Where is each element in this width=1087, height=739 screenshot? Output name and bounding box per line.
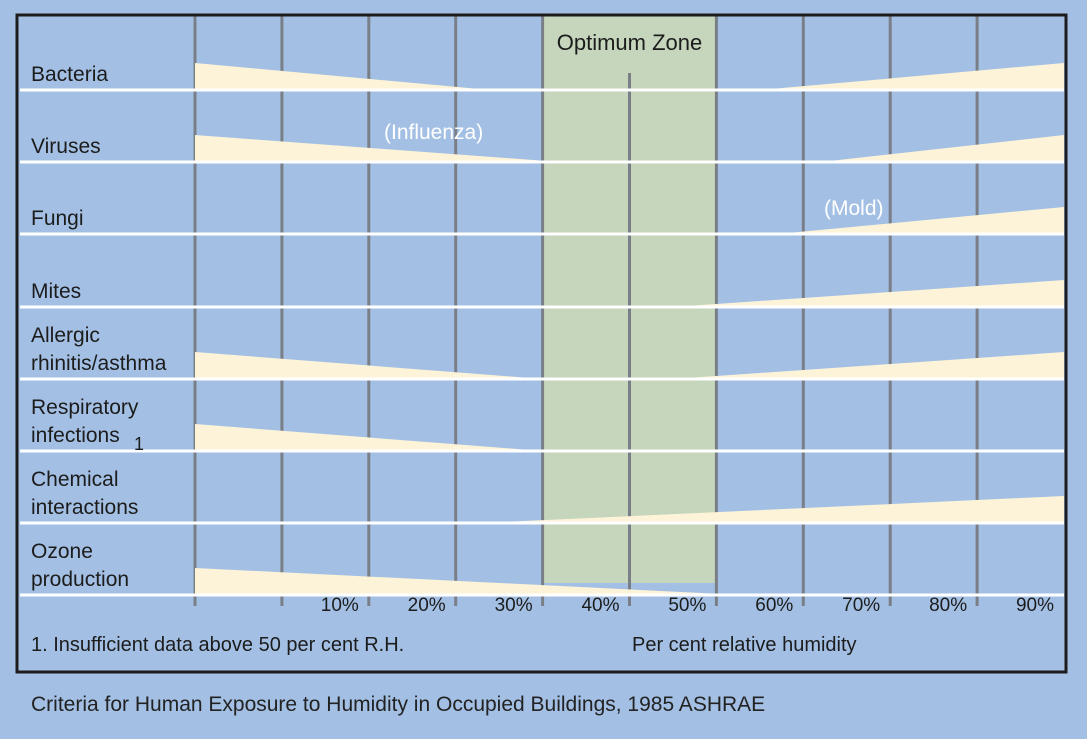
row-label-5-line2: rhinitis/asthma [31, 352, 167, 375]
tick-label-8: 80% [929, 595, 967, 616]
wedge-row2-seg1 [195, 135, 560, 162]
tick-label-7: 70% [842, 595, 880, 616]
row-label-1-line1: Bacteria [31, 63, 108, 86]
tick-label-3: 30% [495, 595, 533, 616]
row-label-4-line1: Mites [31, 280, 81, 303]
wedge-row6-seg1 [195, 424, 543, 451]
row-label-7-line1: Chemical [31, 468, 119, 491]
wedge-row7-seg1 [481, 496, 1064, 523]
row-label-8-line2: production [31, 568, 129, 591]
figure-caption: Criteria for Human Exposure to Humidity … [31, 693, 766, 716]
wedge-row1-seg1 [195, 63, 491, 90]
optimum-zone-label: Optimum Zone [557, 30, 703, 55]
row-label-6-line1: Respiratory [31, 396, 139, 419]
wedge-row5-seg1 [195, 352, 543, 379]
row-label-superscript: 1 [134, 434, 144, 454]
annotation-mold: (Mold) [824, 197, 884, 220]
row-label-7-line2: interactions [31, 496, 138, 519]
row-label-3-line1: Fungi [31, 207, 84, 230]
row-label-6-line2: infections [31, 424, 120, 447]
footnote: 1. Insufficient data above 50 per cent R… [31, 634, 404, 656]
wedge-row4-seg1 [672, 280, 1064, 307]
row-label-2-line1: Viruses [31, 135, 101, 158]
wedge-row5-seg2 [672, 352, 1064, 379]
tick-label-4: 40% [581, 595, 619, 616]
tick-label-5: 50% [668, 595, 706, 616]
wedge-row2-seg2 [820, 135, 1064, 162]
row-label-5-line1: Allergic [31, 324, 100, 347]
wedge-row8-seg1 [195, 568, 743, 595]
tick-label-6: 60% [755, 595, 793, 616]
chart-frame [15, 13, 1068, 674]
tick-label-9: 90% [1016, 595, 1054, 616]
wedge-row1-seg2 [759, 63, 1064, 90]
tick-label-2: 20% [408, 595, 446, 616]
row-label-8-line1: Ozone [31, 540, 93, 563]
annotation-influenza: (Influenza) [384, 121, 483, 144]
x-axis-label: Per cent relative humidity [632, 634, 857, 656]
wedge-row3-seg1 [777, 207, 1064, 234]
tick-label-1: 10% [321, 595, 359, 616]
